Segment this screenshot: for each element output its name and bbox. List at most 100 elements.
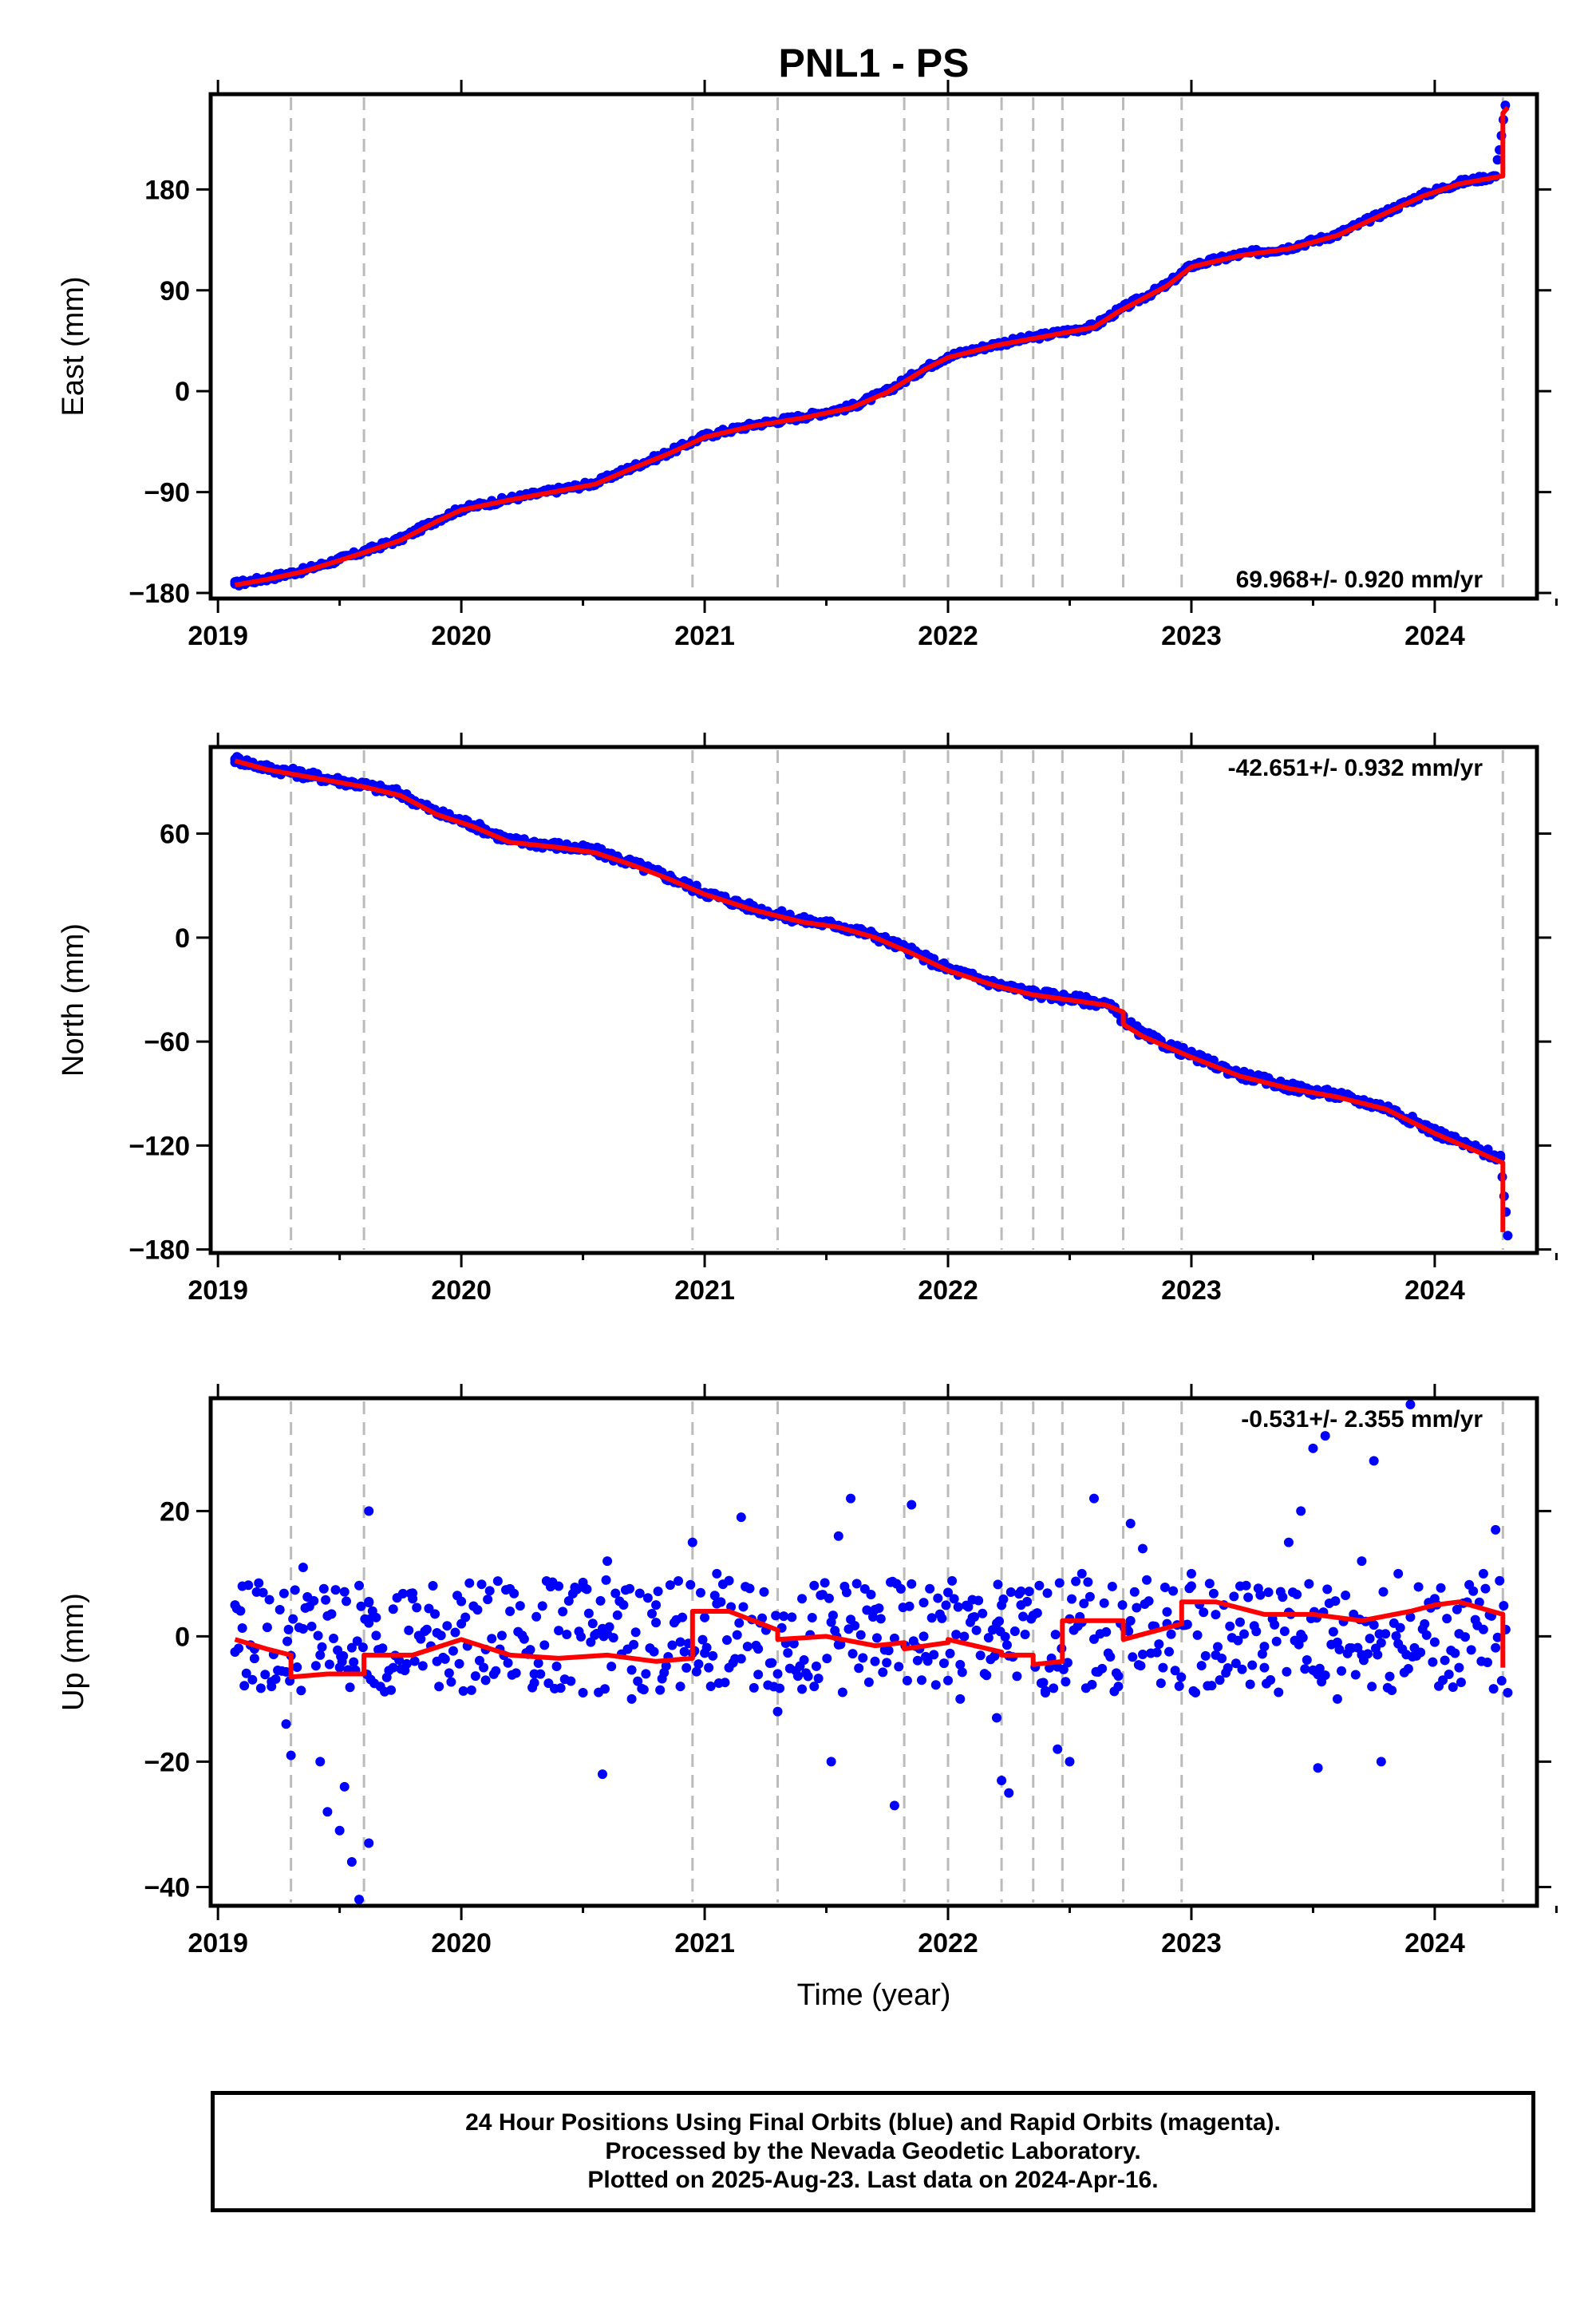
data-point xyxy=(912,1655,922,1666)
data-point xyxy=(655,1685,666,1695)
data-point xyxy=(330,1585,341,1595)
data-point xyxy=(1491,1524,1501,1535)
data-point xyxy=(434,1682,444,1692)
data-point xyxy=(992,1713,1002,1723)
data-point xyxy=(1168,1586,1179,1596)
data-point xyxy=(1320,1670,1330,1681)
x-tick-label: 2024 xyxy=(1404,1275,1465,1306)
data-point xyxy=(1071,1576,1081,1587)
data-point xyxy=(771,1611,781,1621)
data-point xyxy=(1229,1591,1239,1602)
data-point xyxy=(1144,1596,1154,1607)
data-point xyxy=(788,1638,799,1649)
data-point xyxy=(1255,1590,1266,1600)
data-point xyxy=(1042,1588,1053,1599)
data-point xyxy=(1337,1666,1347,1676)
data-point xyxy=(1259,1662,1270,1673)
data-point xyxy=(997,1775,1007,1785)
data-point xyxy=(578,1688,588,1698)
data-point xyxy=(1034,1580,1045,1591)
data-point xyxy=(633,1676,643,1686)
data-point xyxy=(412,1603,422,1613)
x-tick-label: 2021 xyxy=(674,621,735,651)
data-point xyxy=(938,1658,949,1669)
data-point xyxy=(474,1655,484,1666)
data-point xyxy=(409,1656,420,1666)
data-point xyxy=(618,1600,629,1611)
data-point xyxy=(875,1614,886,1624)
data-point xyxy=(697,1634,708,1645)
data-point xyxy=(241,1668,251,1678)
data-point xyxy=(855,1630,866,1640)
data-point xyxy=(693,1659,704,1670)
data-point xyxy=(918,1598,929,1608)
data-point xyxy=(949,1594,959,1604)
data-point xyxy=(1233,1635,1243,1646)
data-point xyxy=(290,1585,300,1595)
data-point xyxy=(1376,1757,1386,1767)
y-tick-label: 0 xyxy=(175,923,190,954)
data-point xyxy=(720,1678,730,1688)
data-point xyxy=(267,1682,277,1692)
data-point xyxy=(734,1618,745,1628)
data-point xyxy=(358,1642,368,1653)
data-point xyxy=(1393,1568,1404,1579)
data-point xyxy=(604,1622,614,1632)
data-point xyxy=(608,1633,618,1643)
data-point xyxy=(1067,1594,1077,1604)
data-point xyxy=(736,1654,746,1664)
data-point xyxy=(700,1612,710,1622)
data-point xyxy=(772,1706,783,1717)
data-point xyxy=(537,1601,547,1611)
data-point xyxy=(339,1587,350,1597)
data-point xyxy=(356,1601,366,1611)
data-point xyxy=(685,1579,696,1590)
data-point xyxy=(1332,1637,1342,1647)
data-point xyxy=(625,1583,635,1594)
data-point xyxy=(1182,1619,1192,1630)
data-point xyxy=(1113,1671,1124,1682)
data-point xyxy=(1062,1658,1073,1668)
data-point xyxy=(1440,1655,1450,1666)
data-point xyxy=(646,1608,657,1618)
data-point xyxy=(1308,1443,1318,1453)
data-point xyxy=(749,1682,759,1693)
data-point xyxy=(1405,1612,1416,1622)
data-point xyxy=(1207,1681,1217,1691)
data-point xyxy=(1049,1683,1059,1694)
data-point xyxy=(354,1895,365,1905)
data-point xyxy=(841,1587,851,1598)
x-tick-label: 2020 xyxy=(431,1275,492,1306)
data-point xyxy=(945,1648,955,1658)
data-point xyxy=(554,1581,564,1591)
data-point xyxy=(237,1581,247,1591)
data-point xyxy=(472,1605,483,1615)
data-point xyxy=(1170,1666,1180,1676)
data-point xyxy=(1156,1678,1166,1689)
data-point xyxy=(878,1667,888,1678)
data-point xyxy=(918,1631,929,1642)
data-point xyxy=(904,1601,915,1611)
data-point xyxy=(882,1658,892,1668)
data-point xyxy=(1452,1604,1462,1614)
rate-label: -42.651+/- 0.932 mm/yr xyxy=(1228,755,1483,781)
data-point xyxy=(562,1630,572,1640)
data-point xyxy=(1024,1587,1034,1597)
x-tick-label: 2022 xyxy=(918,621,978,651)
data-point xyxy=(595,1595,606,1606)
data-point xyxy=(539,1640,550,1650)
data-point xyxy=(424,1603,434,1614)
data-point xyxy=(503,1658,513,1668)
data-point xyxy=(1117,1600,1128,1611)
rate-label: -0.531+/- 2.355 mm/yr xyxy=(1241,1406,1483,1433)
data-point xyxy=(1279,1626,1290,1636)
data-point xyxy=(742,1642,753,1652)
data-point xyxy=(371,1630,381,1641)
data-point xyxy=(926,1613,937,1623)
data-point xyxy=(371,1612,381,1622)
data-point xyxy=(963,1602,974,1612)
data-point xyxy=(258,1587,268,1598)
data-point xyxy=(1491,1642,1501,1653)
data-point xyxy=(1436,1583,1446,1593)
data-point xyxy=(866,1589,876,1599)
